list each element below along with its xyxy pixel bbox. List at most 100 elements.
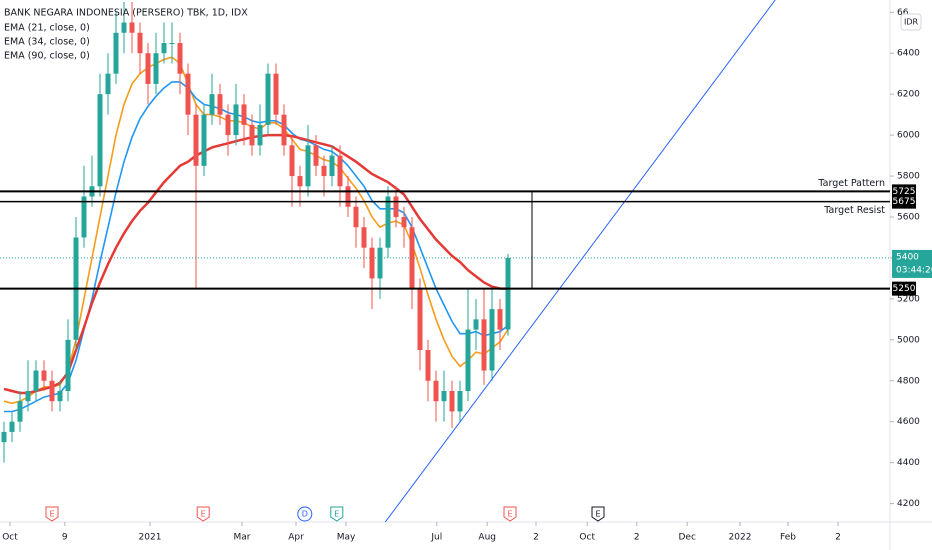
event-marker xyxy=(297,506,313,522)
candle-body xyxy=(313,145,319,166)
candle-body xyxy=(177,42,183,74)
candle-body xyxy=(193,114,199,166)
candle-body xyxy=(273,73,279,115)
event-marker xyxy=(330,506,344,522)
ema-line xyxy=(3,56,509,405)
y-tick-label: 5800 xyxy=(897,172,920,182)
candle-body xyxy=(17,401,23,422)
event-label: E xyxy=(49,510,54,519)
y-tick-label: 4200 xyxy=(897,499,920,509)
candle-body xyxy=(473,319,479,330)
candle-body xyxy=(41,370,47,381)
y-tick-label: 4600 xyxy=(897,417,920,427)
candle-body xyxy=(361,227,367,248)
y-tick-label: 4800 xyxy=(897,376,920,386)
event-label: E xyxy=(334,510,339,519)
x-tick-label: Oct xyxy=(579,533,595,543)
currency-badge[interactable] xyxy=(900,13,922,31)
candle-body xyxy=(145,53,151,84)
level-badge xyxy=(892,194,916,209)
candle-body xyxy=(249,124,255,146)
candle-body xyxy=(9,421,15,432)
chart-title: BANK NEGARA INDONESIA (PERSERO) TBK, 1D,… xyxy=(4,8,248,19)
y-tick-label: 66 xyxy=(897,8,909,18)
candle-body xyxy=(49,380,55,402)
y-tick-label: 6000 xyxy=(897,131,920,141)
ema-line xyxy=(3,133,508,395)
candle-body xyxy=(1,431,7,443)
x-tick-label: Oct xyxy=(2,533,18,543)
event-marker xyxy=(591,506,605,522)
candle-body xyxy=(185,73,191,115)
annotation: Target Resist xyxy=(823,205,885,216)
candle-body xyxy=(65,339,71,391)
candle-body xyxy=(281,114,287,146)
last-price-label: 5400 xyxy=(896,252,919,262)
candle-body xyxy=(337,155,343,187)
candle-body xyxy=(465,329,471,391)
y-tick-label: 4400 xyxy=(897,458,920,468)
legend-entry: EMA (34, close, 0) xyxy=(4,37,90,48)
x-tick-label: 2022 xyxy=(729,533,752,543)
candle-body xyxy=(153,53,159,84)
x-tick-label: Feb xyxy=(780,533,796,543)
candle-body xyxy=(329,155,335,177)
annotation: Target Pattern xyxy=(817,178,885,189)
candle-body xyxy=(257,124,263,146)
currency: IDR xyxy=(904,18,919,27)
y-tick-label: 5000 xyxy=(897,335,920,345)
y-tick-label: 5200 xyxy=(897,294,920,304)
level-label: 5675 xyxy=(893,197,916,207)
candle-body xyxy=(233,104,239,136)
candle-body xyxy=(441,390,447,402)
candle-body xyxy=(225,114,231,136)
x-tick-label: May xyxy=(337,533,356,543)
x-tick-label: 2021 xyxy=(139,533,162,543)
candle-body xyxy=(481,319,487,371)
y-tick-label: 5600 xyxy=(897,212,920,222)
x-tick-label: Mar xyxy=(234,533,251,543)
level-label: 5250 xyxy=(893,284,916,294)
candle-body xyxy=(217,94,223,115)
candle-body xyxy=(81,196,87,238)
candle-body xyxy=(369,247,375,279)
candle-body xyxy=(449,390,455,412)
y-tick-label: 6400 xyxy=(897,49,920,59)
y-tick-label: 6200 xyxy=(897,90,920,100)
candle-body xyxy=(489,309,495,371)
candle-body xyxy=(33,370,39,391)
candle-body xyxy=(393,196,399,217)
candle-body xyxy=(305,145,311,187)
event-label: D xyxy=(302,510,308,519)
legend-entry: EMA (21, close, 0) xyxy=(4,23,90,34)
x-tick-label: Dec xyxy=(678,533,695,543)
candle-body xyxy=(321,165,327,177)
axes: 4200 4400 4600 4800 5000 5200 5400 5600 5800 6000… xyxy=(2,8,932,543)
event-label: E xyxy=(507,510,512,519)
candle-body xyxy=(97,94,103,187)
x-tick-label: Apr xyxy=(288,533,304,543)
candle-body xyxy=(209,94,215,115)
x-tick-label: Jul xyxy=(430,533,442,543)
candle-body xyxy=(57,390,63,402)
candle-body xyxy=(137,32,143,54)
event-label: E xyxy=(595,510,600,519)
x-tick-label: Aug xyxy=(478,533,496,543)
candle-body xyxy=(457,390,463,412)
candle-body xyxy=(169,42,175,44)
candle-body xyxy=(265,73,271,125)
candle-body xyxy=(105,73,111,95)
legend-entry: EMA (90, close, 0) xyxy=(4,51,90,62)
candle-body xyxy=(25,390,31,402)
x-tick-label: 2 xyxy=(533,533,539,543)
candle-body xyxy=(433,380,439,402)
candle-body xyxy=(121,22,127,33)
candle-body xyxy=(345,186,351,207)
candle-body xyxy=(377,247,383,279)
event-marker xyxy=(45,506,59,522)
countdown: 03:44:26 xyxy=(896,265,932,275)
trendline xyxy=(384,0,776,522)
x-tick-label: 9 xyxy=(62,533,68,543)
candle-body xyxy=(113,32,119,74)
